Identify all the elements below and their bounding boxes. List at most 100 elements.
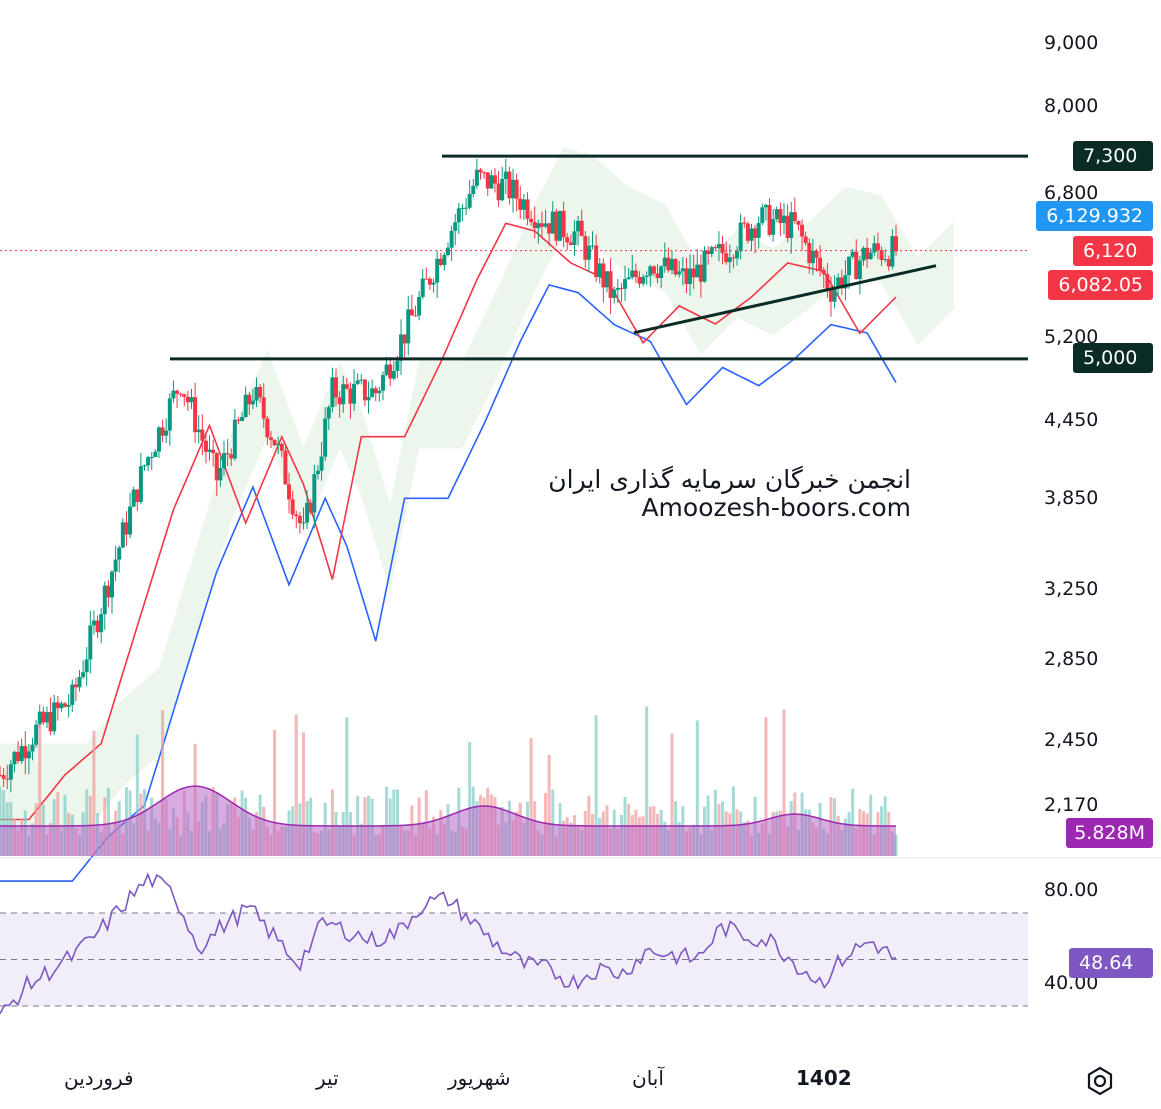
price-axis-tick: 3,250 [1044, 577, 1099, 600]
candle-body [323, 418, 328, 457]
volume-bar [695, 720, 699, 856]
candle-body [648, 266, 653, 276]
candle-body [586, 245, 591, 260]
candle-body [95, 620, 100, 633]
candle-body [583, 236, 588, 260]
watermark-url: Amoozesh-boors.com [641, 493, 911, 522]
candle-body [30, 744, 35, 752]
candle-body [890, 236, 895, 267]
volume-bar [301, 732, 305, 856]
candle-body [73, 684, 78, 688]
time-axis-label-tir: تیر [316, 1066, 339, 1090]
candle-body [66, 704, 71, 707]
candle-body [818, 257, 823, 270]
volume-bar [294, 714, 298, 856]
candle-body [211, 449, 216, 454]
candle-body [164, 430, 169, 436]
candle-body [478, 169, 483, 173]
volume-ma-area [0, 786, 896, 856]
candle-body [218, 467, 223, 481]
candle-body [189, 397, 194, 403]
chart-settings-icon[interactable] [1085, 1066, 1115, 1096]
candle-body [496, 183, 501, 201]
candle-body [828, 289, 833, 302]
candle-body [106, 585, 111, 598]
candle-body [110, 571, 114, 598]
candle-body [406, 309, 411, 344]
candle-body [547, 223, 552, 234]
rsi-value-tag: 48.64 [1069, 948, 1153, 978]
candle-body [745, 223, 750, 241]
candle-body [16, 751, 21, 762]
volume-bar [551, 789, 555, 856]
candle-body [601, 263, 606, 288]
candle-body [492, 175, 497, 184]
candle-body [843, 275, 848, 289]
candle-body [59, 703, 64, 709]
candle-body [742, 222, 747, 224]
candle-body [735, 251, 740, 259]
candle-body [88, 625, 93, 660]
candle-body [312, 474, 317, 513]
candle-body [1, 775, 6, 779]
candle-body [655, 273, 660, 279]
candle-body [850, 251, 855, 257]
candle-body [626, 277, 631, 280]
volume-bar [547, 754, 551, 856]
candle-body [868, 252, 873, 260]
candle-body [23, 746, 28, 759]
candle-body [297, 516, 302, 524]
candle-body [84, 659, 89, 673]
candle-body [402, 334, 407, 344]
candle-body [352, 383, 357, 404]
candle-body [594, 245, 599, 278]
candle-body [388, 364, 393, 379]
candle-body [315, 470, 320, 475]
candle-body [446, 247, 450, 255]
candle-body [698, 264, 703, 282]
volume-bar [645, 706, 649, 856]
volume-bar [392, 789, 396, 856]
candle-body [800, 224, 805, 237]
volume-bar [594, 715, 598, 856]
last-price-tag: 6,120 [1073, 236, 1153, 266]
candle-body [608, 271, 613, 298]
volume-bar [670, 733, 674, 856]
candle-body [677, 271, 682, 275]
candle-body [720, 244, 725, 254]
candle-body [467, 194, 472, 208]
candle-body [287, 484, 292, 500]
candle-body [576, 220, 581, 232]
time-axis-label-1402: 1402 [796, 1066, 852, 1090]
candle-body [684, 268, 689, 285]
candle-body [290, 499, 295, 515]
candle-body [120, 522, 125, 548]
candle-body [796, 220, 801, 225]
candle-body [268, 437, 273, 440]
candle-body [659, 266, 664, 279]
candle-body [431, 282, 436, 285]
candle-body [305, 502, 310, 523]
candle-body [117, 547, 122, 560]
candle-body [124, 522, 129, 535]
volume-bar [106, 787, 110, 856]
candle-body [247, 394, 252, 405]
candle-body [554, 211, 559, 241]
candle-body [196, 429, 201, 433]
candle-body [258, 387, 263, 398]
candle-body [500, 178, 505, 201]
candle-body [380, 374, 385, 391]
candle-body [724, 253, 729, 263]
candle-body [503, 171, 508, 179]
candle-body [334, 377, 338, 398]
candle-body [214, 453, 219, 481]
candle-body [854, 251, 859, 280]
candle-body [507, 171, 512, 199]
candle-body [680, 268, 685, 272]
candle-body [644, 275, 649, 277]
candle-body [185, 396, 190, 403]
candle-body [207, 449, 212, 452]
candle-body [767, 205, 772, 235]
candle-body [839, 277, 844, 289]
